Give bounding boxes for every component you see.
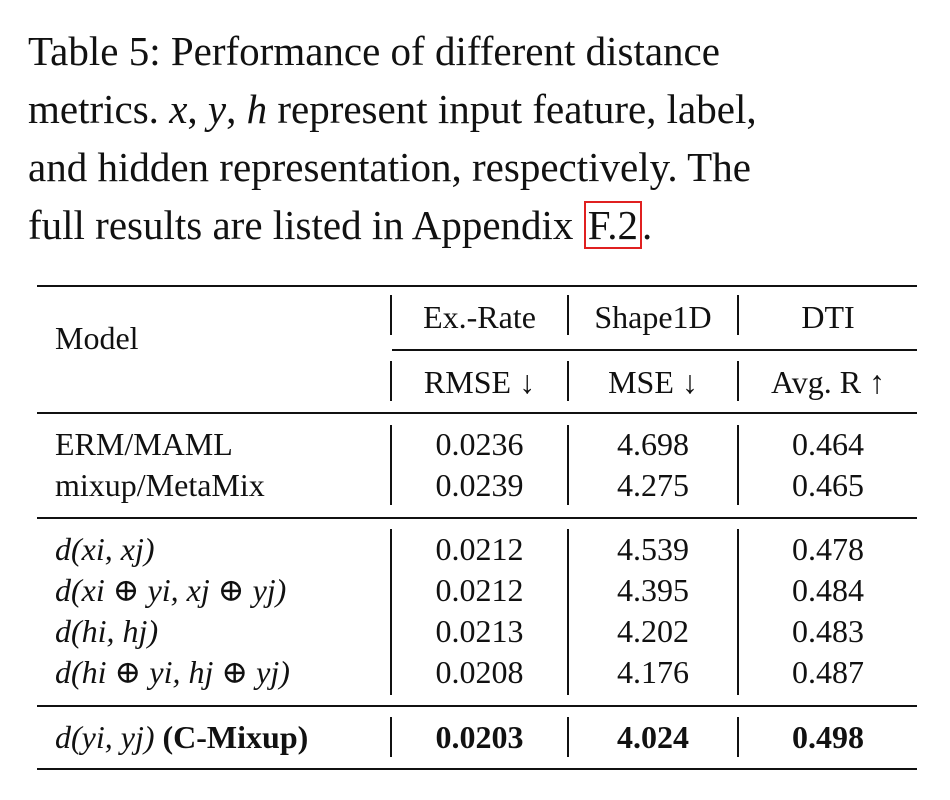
column-separator [390,425,392,505]
caption-line-2: metrics. x, y, h represent input feature… [28,80,923,138]
appendix-reference-link[interactable]: F.2 [583,201,642,249]
row-label: d(xi, xj) [55,531,155,567]
column-separator [390,717,392,757]
caption-line-1: Table 5: Performance of different distan… [28,28,720,74]
c-mixup-name: (C-Mixup) [162,719,309,755]
row-label: d(xi ⊕ yi, xj ⊕ yj) [55,572,287,608]
group-header-shape1d: Shape1D [594,299,712,335]
symbol-y: y [207,86,227,132]
metric-header-mse: MSE ↓ [608,364,698,400]
block-rule-1 [37,517,917,519]
cell-value: 0.0239 [435,467,524,503]
cell-value: 4.202 [617,613,689,649]
group-header-dti: DTI [801,299,855,335]
metric-header-rmse: RMSE ↓ [423,364,536,400]
column-separator [737,295,739,335]
model-column-header: Model [55,320,139,356]
metric-header-avg-r: Avg. R ↑ [770,364,886,400]
column-separator [390,529,392,695]
cell-value: 0.464 [792,426,864,462]
group-header-ex-rate: Ex.-Rate [423,299,536,335]
cell-value: 0.478 [792,531,864,567]
column-separator [737,361,739,401]
cell-value: 0.0213 [435,613,524,649]
comma: , [226,86,237,132]
caption-line-4: full results are listed in Appendix F.2. [28,196,923,254]
caption-line-4-pre: full results are listed in Appendix [28,202,574,248]
caption-line-2-post: represent input feature, label, [277,86,757,132]
caption-line-3: and hidden representation, respectively.… [28,144,751,190]
column-separator [567,295,569,335]
cell-value: 4.395 [617,572,689,608]
comma: , [187,86,198,132]
cell-value-best: 0.498 [792,719,864,755]
row-label: mixup/MetaMix [55,467,265,503]
column-separator [737,425,739,505]
row-label: ERM/MAML [55,426,233,462]
column-separator [737,717,739,757]
column-separator [567,717,569,757]
cell-value: 0.487 [792,654,864,690]
cell-value: 4.539 [617,531,689,567]
column-separator [390,295,392,335]
cell-value: 0.0212 [435,531,524,567]
symbol-x: x [169,86,188,132]
row-label: d(hi ⊕ yi, hj ⊕ yj) [55,654,290,690]
caption-line-2-pre: metrics. [28,86,159,132]
column-separator [737,529,739,695]
row-label-c-mixup: d(yi, yj) (C-Mixup) [55,717,308,757]
cell-value: 0.0212 [435,572,524,608]
bottom-rule [37,768,917,770]
cell-value: 4.176 [617,654,689,690]
header-rule [37,412,917,414]
cell-value: 0.0236 [435,426,524,462]
c-mixup-formula: d(yi, yj) [55,719,155,755]
row-label: d(hi, hj) [55,613,159,649]
column-separator [390,361,392,401]
column-separator [567,361,569,401]
cell-value-best: 0.0203 [435,719,524,755]
period: . [641,202,653,248]
table-caption: Table 5: Performance of different distan… [28,22,923,254]
cell-value: 4.275 [617,467,689,503]
cell-value: 4.698 [617,426,689,462]
cell-value: 0.483 [792,613,864,649]
column-separator [567,425,569,505]
cell-value: 0.0208 [435,654,524,690]
column-separator [567,529,569,695]
symbol-h: h [246,86,268,132]
block-rule-2 [37,705,917,707]
subheader-rule [392,349,917,351]
cell-value-best: 4.024 [617,719,689,755]
top-rule [37,285,917,287]
cell-value: 0.484 [792,572,864,608]
cell-value: 0.465 [792,467,864,503]
